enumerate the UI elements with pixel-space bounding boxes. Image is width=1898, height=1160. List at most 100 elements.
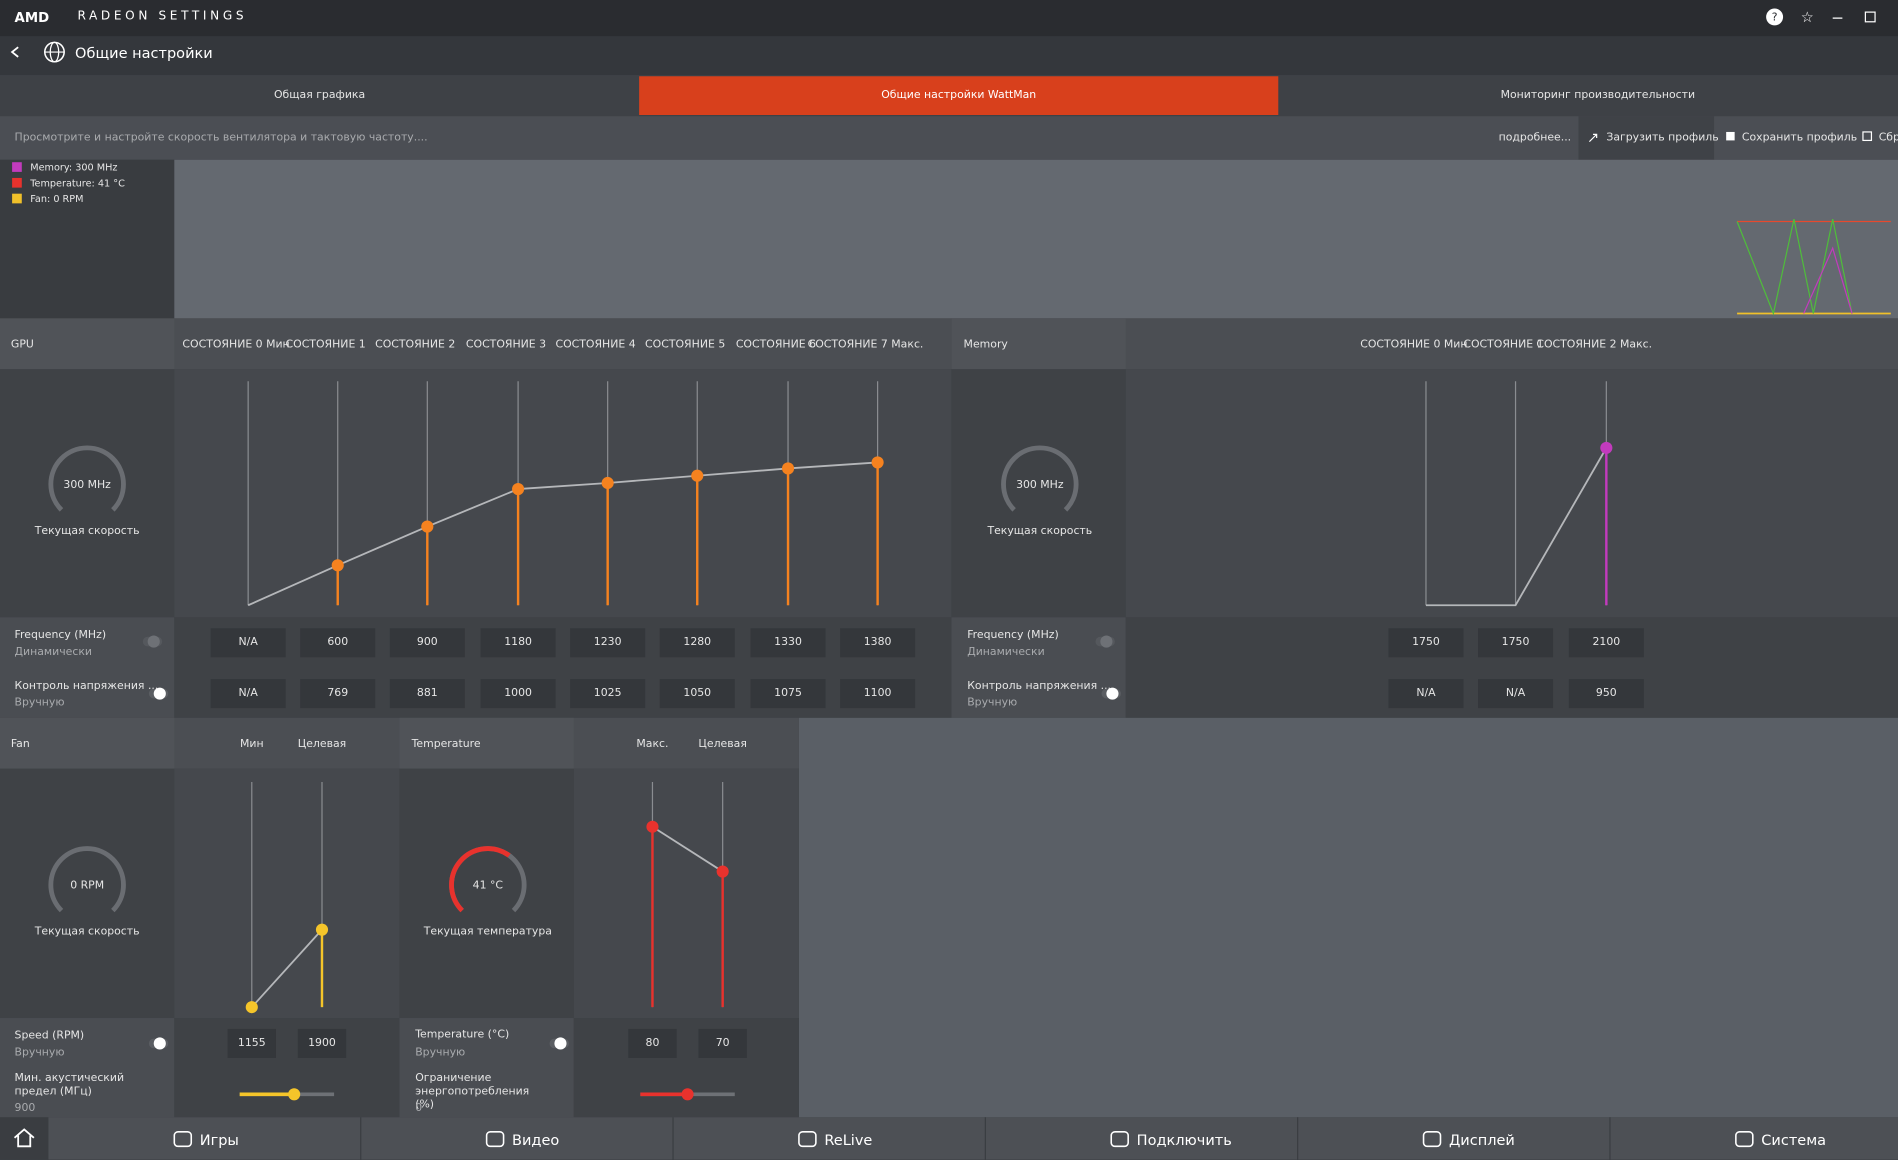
value-box[interactable]: 950 — [1568, 679, 1644, 709]
row-mode: Вручную — [14, 697, 65, 710]
state-label: СОСТОЯНИЕ 2 Макс. — [1536, 338, 1653, 352]
load-profile[interactable]: Загрузить профиль — [1606, 131, 1719, 145]
section-title: GPU — [10, 338, 34, 352]
legend-panel — [0, 159, 175, 319]
nav-item[interactable]: Система — [1761, 1133, 1826, 1149]
temp-row-labels — [399, 1018, 574, 1118]
value-box[interactable]: 1280 — [659, 628, 735, 658]
page-header — [0, 36, 1898, 76]
value-box[interactable]: 1230 — [570, 628, 646, 658]
save-profile[interactable]: Сохранить профиль — [1741, 131, 1858, 145]
temp-row-values — [573, 1018, 799, 1118]
value-box[interactable]: 881 — [389, 679, 465, 709]
value-box[interactable]: 1900 — [297, 1028, 347, 1058]
toggle-knob — [554, 1037, 567, 1050]
section-title: Memory — [963, 338, 1008, 352]
nav-item[interactable]: Игры — [200, 1133, 239, 1149]
value-box[interactable]: 1100 — [840, 679, 916, 709]
value-box[interactable]: 1750 — [1478, 628, 1554, 658]
slider-knob — [288, 1088, 301, 1101]
value-box[interactable]: 1380 — [840, 628, 916, 658]
value-box[interactable]: 1075 — [750, 679, 826, 709]
nav-item[interactable]: Дисплей — [1449, 1133, 1515, 1149]
nav-icon — [1735, 1131, 1754, 1148]
row-label: Мин. акустический предел (МГц) — [14, 1072, 125, 1098]
gpu-title-cell — [0, 318, 175, 370]
memory-graph-area — [1125, 369, 1898, 618]
value-box[interactable]: 769 — [300, 679, 376, 709]
fan-gauge-panel — [0, 768, 175, 1019]
toggle-knob — [147, 635, 160, 648]
toggle-knob — [153, 1037, 166, 1050]
amd-logo: AMD — [14, 9, 50, 26]
nav-icons[interactable] — [7, 40, 80, 69]
graph-line — [247, 461, 878, 607]
tab[interactable]: Общая графика — [273, 89, 366, 102]
memory-row-labels — [951, 617, 1126, 718]
nav-item[interactable]: Видео — [512, 1133, 559, 1149]
state-label: СОСТОЯНИЕ 0 Мин — [182, 338, 290, 352]
value-box[interactable]: 1155 — [227, 1028, 276, 1058]
value-box[interactable]: N/A — [1388, 679, 1464, 709]
value-box[interactable]: 600 — [300, 628, 376, 658]
row-mode: Вручную — [967, 697, 1018, 710]
section-title: Temperature — [411, 738, 481, 751]
legend-swatch — [12, 162, 22, 172]
nav-item[interactable]: Подключить — [1137, 1133, 1232, 1149]
row-label: Frequency (MHz) — [967, 629, 1059, 642]
state-label: СОСТОЯНИЕ 6 — [735, 338, 817, 352]
title-bar — [0, 0, 1898, 37]
value-box[interactable]: 1000 — [480, 679, 556, 709]
gpu-row-labels — [0, 617, 175, 718]
value-box[interactable]: N/A — [210, 679, 286, 709]
gpu-graph-area — [174, 369, 952, 618]
value-box[interactable]: 1050 — [659, 679, 735, 709]
gauge-track — [48, 445, 126, 512]
row-label: Speed (RPM) — [14, 1030, 85, 1043]
value-box[interactable]: 70 — [698, 1028, 747, 1058]
nav-icon — [1422, 1131, 1442, 1148]
value-box[interactable]: N/A — [210, 628, 286, 658]
column-label: Макс. — [636, 738, 669, 751]
memory-gauge-panel — [951, 369, 1126, 618]
more-link[interactable]: подробнее... — [1498, 131, 1572, 145]
gauge-label: Текущая скорость — [34, 925, 140, 938]
value-box[interactable]: 1025 — [570, 679, 646, 709]
memory-title-cell — [951, 318, 1126, 370]
value-box[interactable]: 900 — [389, 628, 465, 658]
temp-title-cell — [399, 717, 574, 769]
home-button[interactable] — [0, 1117, 49, 1160]
row-mode: Динамически — [14, 646, 93, 659]
value-box[interactable]: 1180 — [480, 628, 556, 658]
value-box[interactable]: N/A — [1478, 679, 1554, 709]
nav-icon — [173, 1131, 193, 1148]
state-label: СОСТОЯНИЕ 5 — [645, 338, 726, 352]
svg-text:☆: ☆ — [1801, 10, 1814, 26]
value-box[interactable]: 80 — [628, 1028, 677, 1058]
gauge-value: 300 MHz — [63, 478, 111, 491]
value-box[interactable]: 1750 — [1388, 628, 1464, 658]
state-label: СОСТОЯНИЕ 7 Макс. — [807, 338, 924, 352]
value-box[interactable]: 2100 — [1568, 628, 1644, 658]
row-label: Контроль напряжения ... — [967, 680, 1112, 693]
value-box[interactable]: 1330 — [750, 628, 826, 658]
toolbar-icons — [1588, 131, 1873, 143]
toolbar-button-bg — [1578, 116, 1715, 160]
tab[interactable]: Мониторинг производительности — [1500, 89, 1696, 102]
home-icon — [13, 1128, 35, 1148]
nav-item[interactable]: ReLive — [824, 1133, 872, 1149]
graph-point — [245, 1001, 258, 1014]
tab[interactable]: Общие настройки WattMan — [881, 89, 1037, 102]
gauge-fill — [449, 846, 511, 913]
fan-row-values — [174, 1018, 400, 1118]
graph-point — [421, 520, 434, 533]
reset[interactable]: Сбр — [1878, 131, 1898, 145]
gauge-value: 0 RPM — [70, 879, 104, 892]
gauge-label: Текущая скорость — [34, 524, 140, 537]
window-controls[interactable]: ? ☆ — [1761, 6, 1894, 30]
temp-gauge-panel — [399, 768, 574, 1019]
row-label: Контроль напряжения ... — [14, 680, 159, 693]
graph-point — [601, 476, 614, 490]
fan-graph-area — [174, 768, 400, 1019]
gauge-value: 300 MHz — [1016, 478, 1064, 491]
